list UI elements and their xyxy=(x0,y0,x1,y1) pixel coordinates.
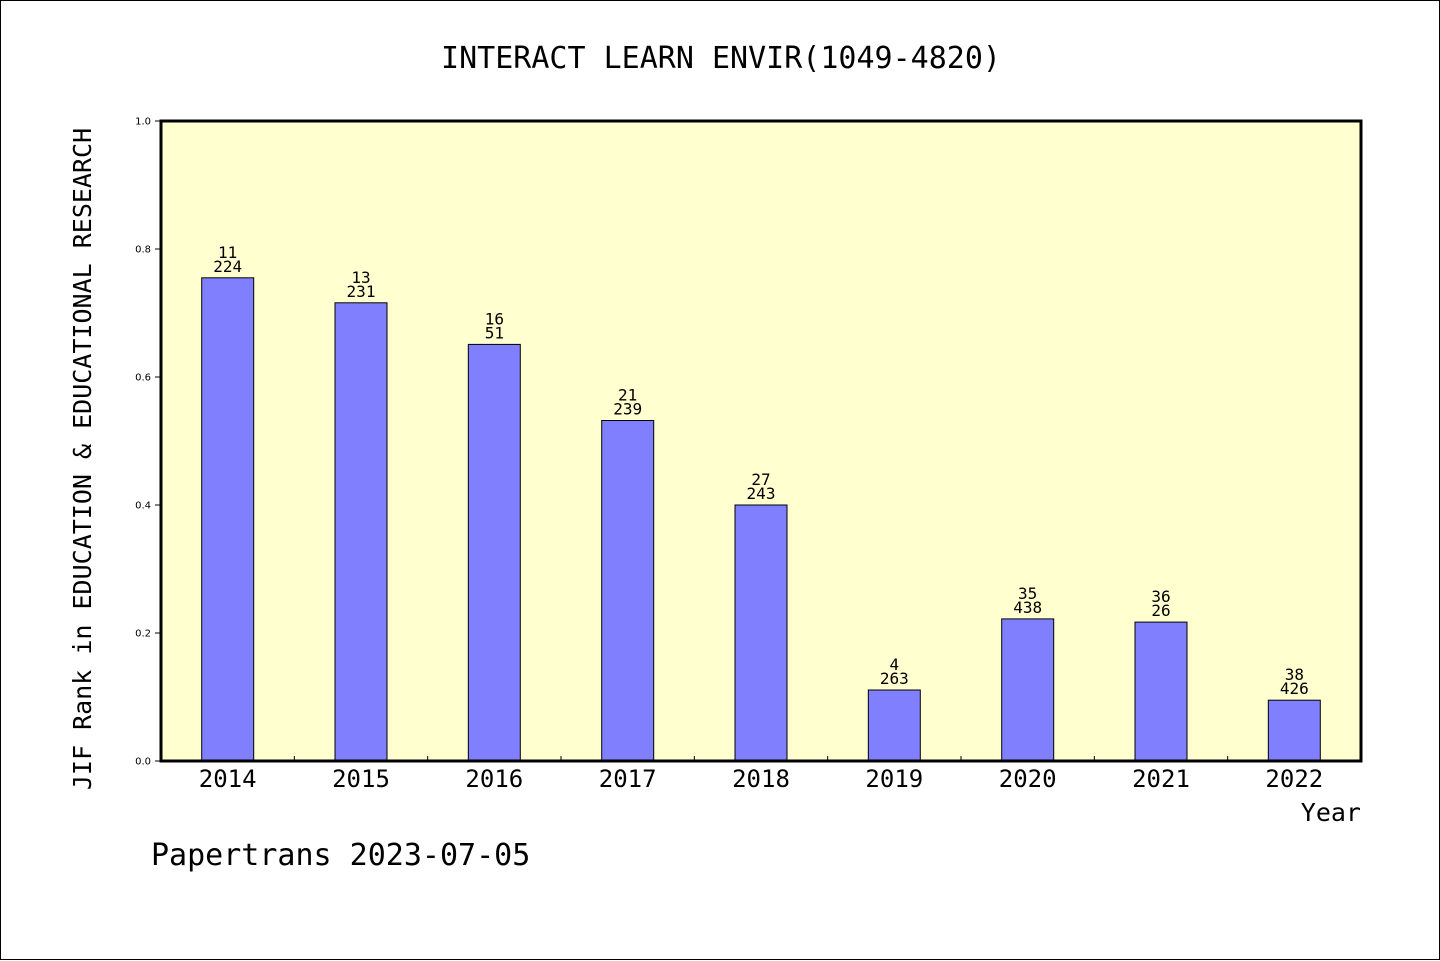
bar-2018 xyxy=(734,504,788,762)
y-tick-label: 0.8 xyxy=(135,245,151,256)
y-axis-title: JIF Rank in EDUCATION & EDUCATIONAL RESE… xyxy=(68,128,97,790)
y-tick-label: 0.0 xyxy=(135,757,151,768)
bar-label-rank-2020: 35 xyxy=(1018,584,1037,603)
plot-frame xyxy=(159,119,1363,763)
x-tick-label-2022: 2022 xyxy=(1265,765,1323,793)
bar-label-rank-2017: 21 xyxy=(618,386,637,405)
x-tick-label-2015: 2015 xyxy=(332,765,390,793)
bar-label-total-2019: 263 xyxy=(880,669,909,688)
bar-2016 xyxy=(467,343,521,762)
bar-2020 xyxy=(1001,618,1055,762)
bar-label-rank-2014: 11 xyxy=(218,243,237,262)
bar-2017 xyxy=(601,420,655,762)
x-tick-label-2018: 2018 xyxy=(732,765,790,793)
x-tick-label-2017: 2017 xyxy=(599,765,657,793)
bar-label-total-2014: 224 xyxy=(213,257,242,276)
bar-2022 xyxy=(1267,699,1321,762)
bar-label-total-2018: 243 xyxy=(747,484,776,503)
bar-label-rank-2015: 13 xyxy=(351,268,370,287)
y-tick-label: 0.4 xyxy=(135,501,151,512)
bar-label-total-2021: 26 xyxy=(1151,601,1170,620)
bar-label-total-2022: 426 xyxy=(1280,679,1309,698)
x-tick-label-2014: 2014 xyxy=(199,765,257,793)
bar-label-rank-2021: 36 xyxy=(1151,587,1170,606)
bar-2019 xyxy=(867,689,921,762)
bar-label-total-2015: 231 xyxy=(347,282,376,301)
x-tick-label-2019: 2019 xyxy=(865,765,923,793)
x-tick-label-2021: 2021 xyxy=(1132,765,1190,793)
y-tick-label: 1.0 xyxy=(135,117,151,128)
bar-2021 xyxy=(1134,621,1188,762)
x-tick-label-2020: 2020 xyxy=(999,765,1057,793)
y-tick-label: 0.6 xyxy=(135,373,151,384)
bar-label-rank-2019: 4 xyxy=(890,655,900,674)
x-tick-label-2016: 2016 xyxy=(465,765,523,793)
x-axis-title: Year xyxy=(1301,798,1361,827)
chart-title: INTERACT LEARN ENVIR(1049-4820) xyxy=(441,41,1001,76)
bar-label-total-2017: 239 xyxy=(613,400,642,419)
y-axis: 0.0 0.2 0.4 0.6 0.8 1.0 xyxy=(135,117,161,768)
bar-label-total-2016: 51 xyxy=(485,323,504,342)
bar-label-rank-2018: 27 xyxy=(751,470,770,489)
bar-label-rank-2016: 16 xyxy=(485,309,504,328)
bar-label-total-2020: 438 xyxy=(1013,598,1042,617)
bar-2014 xyxy=(201,277,255,762)
x-axis: 2014 2015 2016 2017 2018 2019 2020 2021 2022 xyxy=(199,756,1323,793)
bar-2015 xyxy=(334,302,388,762)
footer-caption: Papertrans 2023-07-05 xyxy=(151,838,530,873)
bars-group xyxy=(201,277,1321,762)
bar-label-rank-2022: 38 xyxy=(1285,665,1304,684)
y-tick-label: 0.2 xyxy=(135,629,151,640)
